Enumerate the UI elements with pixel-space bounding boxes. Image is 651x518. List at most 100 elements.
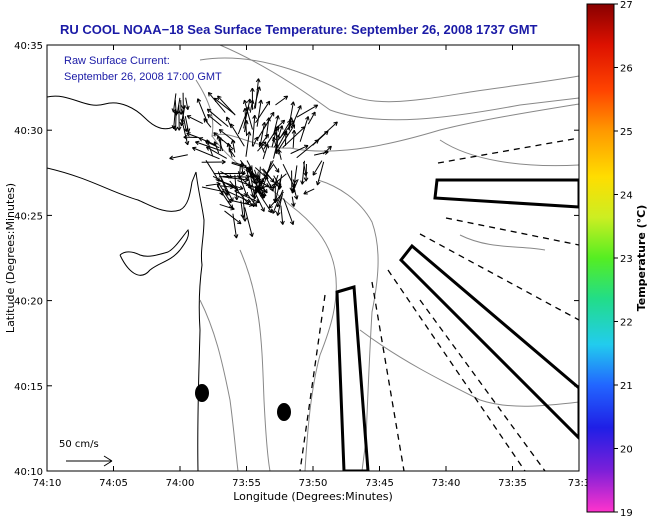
current-vector [254,186,273,214]
current-vector [247,170,265,183]
x-axis-label: Longitude (Degrees:Minutes) [233,490,393,503]
current-vector [307,111,316,125]
y-tick-label: 40:35 [14,41,43,52]
current-vector [232,213,239,239]
zone-dashed-line [445,217,579,246]
current-vector [213,141,220,154]
current-vector [288,117,294,131]
current-vector [290,144,309,155]
current-vector [259,122,267,145]
current-vector [242,107,248,137]
current-vector [254,78,261,109]
current-vector [273,178,281,203]
current-vector [192,146,220,160]
current-vector [249,173,257,199]
current-vector [180,92,186,110]
contour-line [199,299,239,471]
current-vector [220,177,234,202]
current-vector [275,95,289,106]
contour-line [439,139,579,167]
current-vector [184,97,190,111]
contour-line [199,57,579,103]
legend-line-2: September 26, 2008 17:00 GMT [64,71,222,83]
current-vector [300,160,305,185]
x-tick-label: 73:50 [299,478,328,489]
current-vector [225,116,232,129]
current-vector [251,114,257,147]
contour-line [219,45,579,121]
current-vector [186,115,203,125]
coastline-north [47,95,176,130]
current-vector [205,139,214,157]
current-vector [239,176,251,187]
current-vector [274,119,286,130]
chart-title: RU COOL NOAA−18 Sea Surface Temperature:… [60,22,538,37]
contour-line [459,234,546,251]
current-vector [173,99,179,116]
current-vector [303,164,309,182]
current-vector [184,116,191,133]
current-vector [216,184,224,196]
y-tick-label: 40:10 [14,467,43,478]
colorbar-tick-label: 21 [620,381,633,392]
current-vector [218,129,236,143]
x-tick-label: 73:3 [568,478,590,489]
contour-line [359,329,579,407]
y-axis-label: Latitude (Degrees:Minutes) [4,183,17,333]
current-vector [186,132,200,139]
y-tick-label: 40:30 [14,126,43,137]
current-vector [181,121,190,146]
contour-line [239,249,271,471]
current-vector [255,100,271,124]
current-vector [242,99,253,130]
current-vector [230,139,236,153]
current-vector [234,174,239,201]
current-vector [287,101,296,130]
colorbar-tick-label: 22 [620,318,633,329]
current-vector [226,142,233,158]
colorbar-label: Temperature (°C) [635,205,648,312]
colorbar-tick-label: 23 [620,254,633,265]
current-vector [312,130,329,146]
current-vector [213,97,236,115]
current-vector [224,210,242,225]
colorbar-tick-label: 26 [620,64,633,75]
current-vector [322,145,332,155]
current-vector [219,175,249,183]
current-vector [261,168,279,186]
zone-dashed-line [387,269,526,471]
current-vector [299,116,310,142]
colorbar-tick-label: 25 [620,127,633,138]
colorbar-ticks: 27 26 25 24 23 22 21 20 19 [614,0,633,518]
current-vector [249,166,257,184]
zone-dashed-line [419,299,546,471]
current-vector [231,161,245,167]
contour-line [317,179,379,471]
current-vector [312,160,323,176]
x-tick-label: 74:00 [166,478,195,489]
zone-dashed-line [419,233,579,321]
current-vector [237,171,248,197]
current-vector [249,99,255,113]
current-vector [280,205,285,225]
current-vector [277,124,296,152]
current-vector [268,191,284,209]
scale-arrow [66,455,113,467]
current-vector [263,125,280,150]
current-vector [291,129,297,148]
current-vector [169,154,188,161]
current-vector [207,113,222,127]
current-vector [292,165,298,184]
surface-current-vectors [169,78,338,239]
current-vector [207,91,226,113]
x-tick-label: 74:10 [33,478,62,489]
current-vector [291,196,296,207]
zone-dashed-line [437,137,579,164]
current-vector [232,200,254,207]
x-tick-label: 73:45 [365,478,394,489]
colorbar-tick-label: 24 [620,191,633,202]
current-vector [242,194,248,222]
current-vector [257,141,267,152]
coastline-bay [119,228,189,276]
